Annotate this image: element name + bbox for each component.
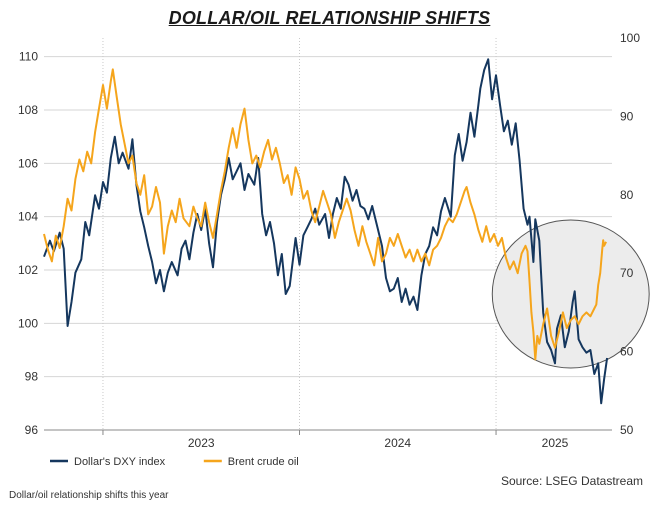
- y-left-tick-label: 100: [18, 316, 38, 330]
- footer-caption: Dollar/oil relationship shifts this year: [9, 490, 169, 501]
- y-right-tick-label: 50: [620, 423, 634, 437]
- y-left-tick-label: 106: [18, 156, 38, 170]
- y-left-tick-label: 96: [25, 423, 39, 437]
- annotations: [491, 219, 650, 369]
- chart-title: DOLLAR/OIL RELATIONSHIP SHIFTS: [168, 8, 491, 28]
- source-text: Source: LSEG Datastream: [501, 474, 643, 488]
- y-left-tick-label: 98: [25, 370, 39, 384]
- x-tick-label: 2023: [188, 436, 215, 450]
- y-right-tick-label: 100: [620, 31, 640, 45]
- y-right-tick-label: 70: [620, 266, 634, 280]
- series-line-brent: [43, 68, 607, 361]
- legend-label: Dollar's DXY index: [74, 456, 166, 468]
- highlight-ellipse: [491, 219, 650, 369]
- legend: Dollar's DXY index Brent crude oil: [50, 456, 299, 468]
- y-left-tick-label: 110: [19, 50, 38, 64]
- x-tick-label: 2025: [542, 436, 569, 450]
- x-tick-label: 2024: [384, 436, 411, 450]
- series-line-dxy: [43, 58, 609, 405]
- legend-label: Brent crude oil: [228, 456, 299, 468]
- y-left-tick-label: 104: [18, 210, 38, 224]
- y-right-tick-label: 90: [620, 109, 634, 123]
- y-left-tick-label: 108: [18, 103, 38, 117]
- y-left-tick-label: 102: [18, 263, 38, 277]
- series-layer: [43, 58, 609, 405]
- y-right-tick-label: 60: [620, 345, 634, 359]
- axes: 96 98 100 102 104 106 108 110 50 60 70 80 90 100 2023 2…: [18, 31, 640, 450]
- y-right-tick-label: 80: [620, 188, 634, 202]
